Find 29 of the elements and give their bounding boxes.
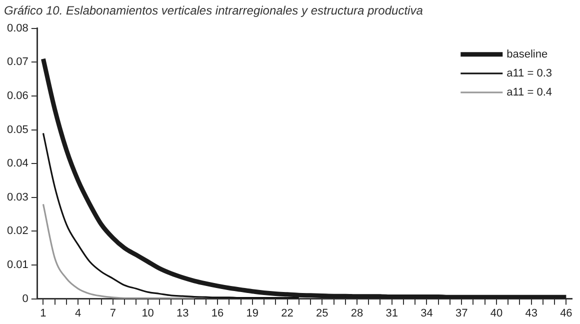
x-tick-label: 43 — [525, 307, 538, 320]
x-tick-label: 13 — [176, 307, 189, 320]
y-tick-label: 0.03 — [6, 191, 28, 204]
y-tick-label: 0.06 — [6, 90, 28, 102]
x-tick-label: 7 — [110, 307, 116, 320]
x-tick-label: 28 — [350, 307, 364, 320]
x-tick-label: 19 — [246, 307, 259, 320]
x-tick-label: 10 — [142, 307, 154, 320]
x-tick-label: 25 — [316, 307, 328, 320]
y-tick-label: 0.05 — [6, 124, 28, 136]
legend-label: a11 = 0.3 — [506, 67, 552, 80]
y-tick-label: 0 — [22, 292, 28, 305]
y-tick-label: 0.04 — [6, 158, 28, 170]
x-tick-label: 37 — [455, 307, 468, 320]
y-tick-label: 0.01 — [6, 259, 28, 272]
y-tick-label: 0.02 — [6, 225, 28, 238]
x-tick-label: 40 — [490, 307, 503, 320]
x-tick-label: 31 — [386, 307, 398, 320]
y-tick-label: 0.07 — [6, 56, 28, 68]
legend-label: a11 = 0.4 — [506, 86, 552, 98]
x-tick-label: 4 — [75, 307, 82, 320]
x-tick-label: 34 — [420, 307, 433, 320]
y-tick-label: 0.08 — [6, 22, 28, 34]
x-tick-label: 16 — [211, 307, 224, 320]
x-tick-label: 1 — [40, 307, 46, 320]
x-tick-label: 46 — [560, 307, 572, 320]
x-tick-label: 22 — [281, 307, 294, 320]
chart-title: Gráfico 10. Eslabonamientos verticales intrarregionales y estructura productiva — [4, 4, 424, 18]
legend-label: baseline — [506, 48, 548, 60]
